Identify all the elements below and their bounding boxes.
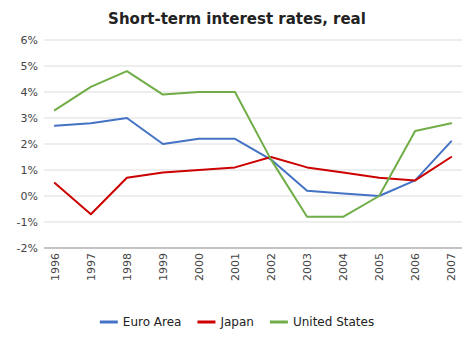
y-tick-label: 1% <box>21 164 38 177</box>
grid-line <box>44 170 462 171</box>
x-tick-label: 1999 <box>157 253 170 281</box>
grid-line <box>44 40 462 41</box>
x-tick-label: 1996 <box>49 253 62 281</box>
y-tick-label: 3% <box>21 112 38 125</box>
legend-label: United States <box>293 315 374 329</box>
title: Short-term interest rates, real <box>108 10 366 28</box>
legend: Euro Area Japan United States <box>100 315 374 329</box>
legend-swatch <box>270 321 288 324</box>
x-tick-label: 2000 <box>193 253 206 281</box>
y-tick-label: 4% <box>21 86 38 99</box>
series-line <box>55 71 451 217</box>
legend-item: United States <box>270 315 374 329</box>
x-tick-label: 2005 <box>373 253 386 281</box>
x-tick-label: 2007 <box>445 253 458 281</box>
grid-line <box>44 118 462 119</box>
legend-swatch <box>197 321 215 324</box>
x-tick-label: 2003 <box>301 253 314 281</box>
grid-line <box>44 248 462 249</box>
y-grid <box>44 40 462 248</box>
x-tick-label: 2006 <box>409 253 422 281</box>
grid-line <box>44 66 462 67</box>
chart: Short-term interest rates, real -2% -1% 0% 1… <box>0 0 474 344</box>
x-tick-label: 1997 <box>85 253 98 281</box>
x-tick-label: 1998 <box>121 253 134 281</box>
legend-label: Japan <box>219 315 253 329</box>
y-axis: -2% -1% 0% 1% 2% 3% 4% 5% 6% <box>17 34 38 255</box>
x-tick-label: 2001 <box>229 253 242 281</box>
series-line <box>55 118 451 196</box>
legend-item: Japan <box>197 315 253 329</box>
y-tick-label: 5% <box>21 60 38 73</box>
y-tick-label: 2% <box>21 138 38 151</box>
y-tick-label: 0% <box>21 190 38 203</box>
x-tick-label: 2002 <box>265 253 278 281</box>
y-tick-label: -1% <box>17 216 38 229</box>
x-tick-label: 2004 <box>337 253 350 281</box>
lines <box>55 71 451 217</box>
page: {"chart_data": {"type": "line", "title":… <box>0 0 474 344</box>
x-axis: 1996 1997 1998 1999 2000 2001 2002 2003 2004 2005… <box>49 253 458 281</box>
y-tick-label: -2% <box>17 242 38 255</box>
grid-line <box>44 196 462 197</box>
grid-line <box>44 144 462 145</box>
y-tick-label: 6% <box>21 34 38 47</box>
legend-item: Euro Area <box>100 315 182 329</box>
x-axis-line <box>44 248 462 249</box>
grid-line <box>44 222 462 223</box>
legend-swatch <box>100 321 118 324</box>
legend-label: Euro Area <box>123 315 182 329</box>
grid-line <box>44 92 462 93</box>
series-line <box>55 157 451 214</box>
